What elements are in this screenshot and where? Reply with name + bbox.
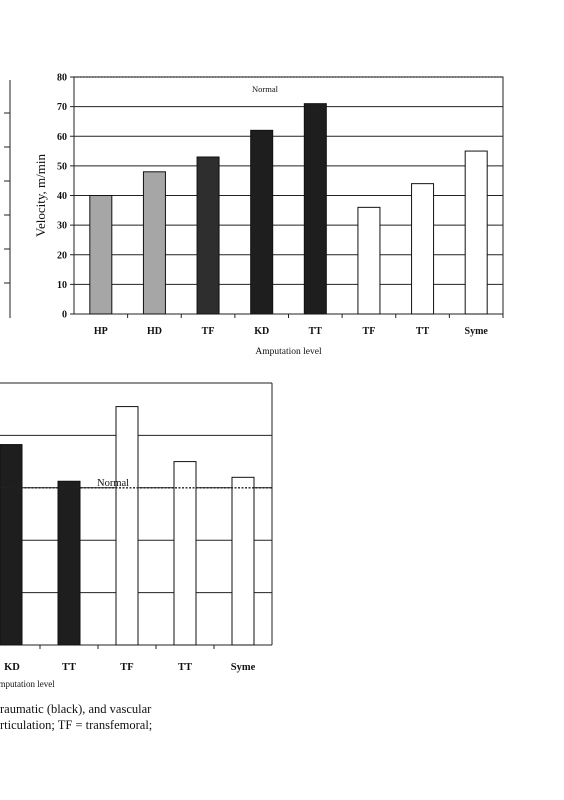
- y-tick-label: 10: [57, 280, 67, 291]
- x-tick-label: HP: [94, 326, 108, 337]
- x-tick-label: TT: [309, 326, 323, 337]
- y-tick-label: 60: [57, 132, 67, 143]
- y-tick-label: 0: [62, 310, 67, 321]
- bar: [0, 444, 23, 646]
- bar: [142, 171, 166, 315]
- x-axis-label: Amputation level: [0, 679, 55, 689]
- bar: [303, 103, 327, 315]
- x-tick-label: TT: [178, 662, 192, 673]
- chart-velocity: 0 10 20 30 40 50 60 70 80 Normal HP HD TF KD TT TF TT Sym…: [33, 73, 504, 357]
- y-axis-label: Velocity, m/min: [33, 154, 48, 237]
- caption-line-1: raumatic (black), and vascular: [0, 702, 152, 716]
- chart-bottom: KD TT TF TT Syme Normal Amputation level: [0, 382, 273, 689]
- left-chart-remnant: [4, 80, 11, 318]
- bar: [89, 195, 113, 315]
- x-axis-label: Amputation level: [255, 347, 322, 357]
- y-tick-label: 50: [57, 161, 67, 172]
- y-tick-label: 70: [57, 102, 67, 113]
- y-tick-label: 30: [57, 221, 67, 232]
- normal-label: Normal: [97, 478, 129, 489]
- bar: [57, 480, 81, 646]
- x-tick-label: TF: [120, 662, 133, 673]
- bar: [115, 406, 139, 646]
- bar: [231, 476, 255, 646]
- x-tick-label: Syme: [231, 662, 256, 673]
- caption-line-2: rticulation; TF = transfemoral;: [0, 718, 153, 732]
- y-tick-label: 80: [57, 73, 67, 84]
- bar: [357, 206, 381, 315]
- bar: [196, 156, 220, 315]
- y-tick-label: 20: [57, 250, 67, 261]
- bar: [250, 129, 274, 315]
- x-tick-label: TF: [202, 326, 215, 337]
- x-tick-label: TF: [363, 326, 376, 337]
- bar: [464, 150, 488, 315]
- x-tick-label: Syme: [465, 326, 489, 337]
- y-tick-label: 40: [57, 191, 67, 202]
- x-tick-label: TT: [416, 326, 430, 337]
- normal-label: Normal: [252, 84, 279, 94]
- bar: [411, 183, 435, 315]
- x-tick-label: KD: [254, 326, 269, 337]
- x-tick-label: KD: [4, 662, 20, 673]
- x-tick-label: HD: [147, 326, 162, 337]
- x-tick-label: TT: [62, 662, 76, 673]
- bar: [173, 461, 197, 646]
